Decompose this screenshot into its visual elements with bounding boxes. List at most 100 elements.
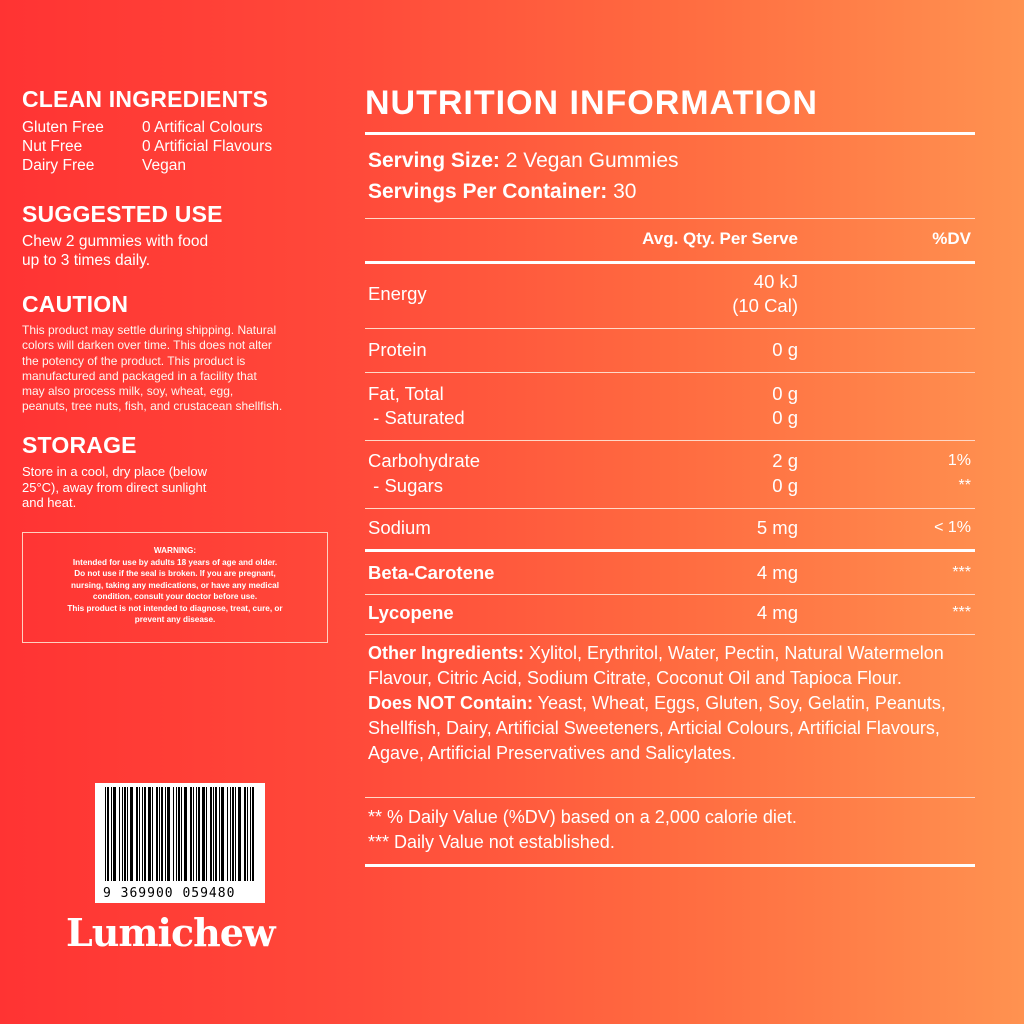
- lyco-dv: ***: [952, 604, 971, 621]
- storage-title: STORAGE: [22, 432, 137, 458]
- barcode-bar: [215, 787, 217, 881]
- other-text: Xylitol, Erythritol, Water, Pectin, Natu…: [368, 643, 944, 688]
- barcode-bar: [139, 787, 140, 881]
- clean-item: 0 Artificial Flavours: [142, 138, 273, 155]
- saturated-qty: 0 g: [772, 407, 798, 428]
- dnc-label: Does NOT Contain:: [368, 693, 533, 713]
- nutrition-title: NUTRITION INFORMATION: [365, 84, 818, 122]
- caution-line: may also process milk, soy, wheat, egg,: [22, 384, 234, 399]
- energy-kj: 40 kJ: [753, 271, 798, 292]
- barcode-bar: [144, 787, 146, 881]
- barcode-bar: [235, 787, 236, 881]
- row-lycopene: Lycopene: [368, 602, 454, 623]
- sodium-qty: 5 mg: [756, 517, 798, 538]
- barcode-bar: [159, 787, 160, 881]
- barcode-bar: [148, 787, 151, 881]
- caution-title: CAUTION: [22, 291, 129, 317]
- caution: CAUTION This product may settle during s…: [22, 291, 282, 415]
- barcode-bar: [247, 787, 248, 881]
- clean-item: Vegan: [142, 157, 186, 174]
- footnote: *** Daily Value not established.: [368, 832, 615, 852]
- barcode-bar: [238, 787, 241, 881]
- caution-line: colors will darken over time. This does …: [22, 338, 272, 353]
- storage: STORAGE Store in a cool, dry place (belo…: [22, 432, 207, 511]
- caution-line: the potency of the product. This product…: [22, 353, 246, 368]
- barcode-bars-icon: [105, 787, 254, 881]
- brand-logo: Lumichew: [66, 910, 276, 955]
- barcode: 9 369900 059480: [95, 783, 265, 903]
- warning-line: This product is not intended to diagnose…: [67, 603, 283, 613]
- barcode-bar: [196, 787, 197, 881]
- barcode-bar: [198, 787, 200, 881]
- barcode-bar: [206, 787, 207, 881]
- caution-line: This product may settle during shipping.…: [22, 323, 277, 337]
- clean-ingredients: CLEAN INGREDIENTS Gluten Free 0 Artifical…: [22, 86, 272, 175]
- energy-cal: (10 Cal): [732, 295, 798, 316]
- servings-per-container: Servings Per Container: 30: [368, 180, 637, 203]
- storage-line: Store in a cool, dry place (below: [22, 464, 207, 479]
- barcode-bar: [161, 787, 163, 881]
- barcode-bar: [176, 787, 177, 881]
- warning-line: Intended for use by adults 18 years of a…: [72, 557, 278, 567]
- barcode-bar: [119, 787, 120, 881]
- barcode-bar: [193, 787, 194, 881]
- row-protein: Protein: [368, 339, 427, 360]
- warning-line: prevent any disease.: [134, 615, 216, 624]
- barcode-bar: [130, 787, 133, 881]
- barcode-bar: [184, 787, 187, 881]
- barcode-bar: [142, 787, 143, 881]
- row-fat: Fat, Total: [368, 383, 444, 404]
- caution-line: manufactured and packaged in a facility …: [22, 368, 257, 383]
- barcode-bar: [152, 787, 153, 881]
- barcode-number: 9 369900 059480: [103, 886, 236, 901]
- barcode-bar: [127, 787, 128, 881]
- warning-line: Do not use if the seal is broken. If you…: [74, 569, 276, 578]
- barcode-bar: [221, 787, 224, 881]
- row-carb: Carbohydrate: [368, 450, 481, 471]
- suggested-use: SUGGESTED USE Chew 2 gummies with food up…: [22, 201, 223, 270]
- barcode-bar: [156, 787, 158, 881]
- carb-dv: 1%: [947, 452, 971, 469]
- lyco-qty: 4 mg: [756, 602, 798, 623]
- barcode-bar: [136, 787, 138, 881]
- warning-line: nursing, taking any medications, or have…: [71, 580, 279, 590]
- sugars-dv: **: [958, 477, 971, 494]
- barcode-bar: [165, 787, 166, 881]
- col-dv-header: %DV: [932, 229, 971, 248]
- sugars-qty: 0 g: [772, 475, 798, 496]
- serving-size: Serving Size: 2 Vegan Gummies: [368, 149, 679, 172]
- clean-item: Nut Free: [22, 138, 83, 155]
- beta-dv: ***: [952, 564, 971, 581]
- clean-item: Gluten Free: [22, 119, 104, 136]
- barcode-bar: [227, 787, 228, 881]
- row-energy: Energy: [368, 283, 427, 304]
- caution-line: peanuts, tree nuts, fish, and crustacean…: [22, 399, 283, 414]
- use-line: Chew 2 gummies with food: [22, 233, 209, 250]
- footnote: ** % Daily Value (%DV) based on a 2,000 …: [368, 807, 797, 827]
- barcode-bar: [219, 787, 220, 881]
- warning-line: WARNING:: [153, 546, 197, 555]
- fat-qty: 0 g: [772, 383, 798, 404]
- protein-qty: 0 g: [772, 339, 798, 360]
- barcode-bar: [173, 787, 174, 881]
- barcode-bar: [232, 787, 234, 881]
- barcode-bar: [167, 787, 170, 881]
- barcode-bar: [105, 787, 106, 881]
- barcode-bar: [230, 787, 231, 881]
- barcode-bar: [244, 787, 246, 881]
- barcode-bar: [181, 787, 182, 881]
- barcode-bar: [190, 787, 192, 881]
- row-sugars: - Sugars: [368, 475, 444, 496]
- beta-qty: 4 mg: [756, 562, 798, 583]
- barcode-bar: [124, 787, 126, 881]
- row-beta-carotene: Beta-Carotene: [368, 562, 495, 583]
- row-saturated: - Saturated: [368, 407, 465, 428]
- dnc-text: Yeast, Wheat, Eggs, Gluten, Soy, Gelatin…: [368, 693, 946, 763]
- other-label: Other Ingredients:: [368, 643, 525, 663]
- storage-line: and heat.: [22, 495, 77, 510]
- sodium-dv: < 1%: [934, 519, 971, 536]
- storage-line: 25°C), away from direct sunlight: [22, 479, 207, 495]
- barcode-bar: [210, 787, 212, 881]
- barcode-bar: [111, 787, 112, 881]
- clean-item: 0 Artifical Colours: [142, 119, 263, 136]
